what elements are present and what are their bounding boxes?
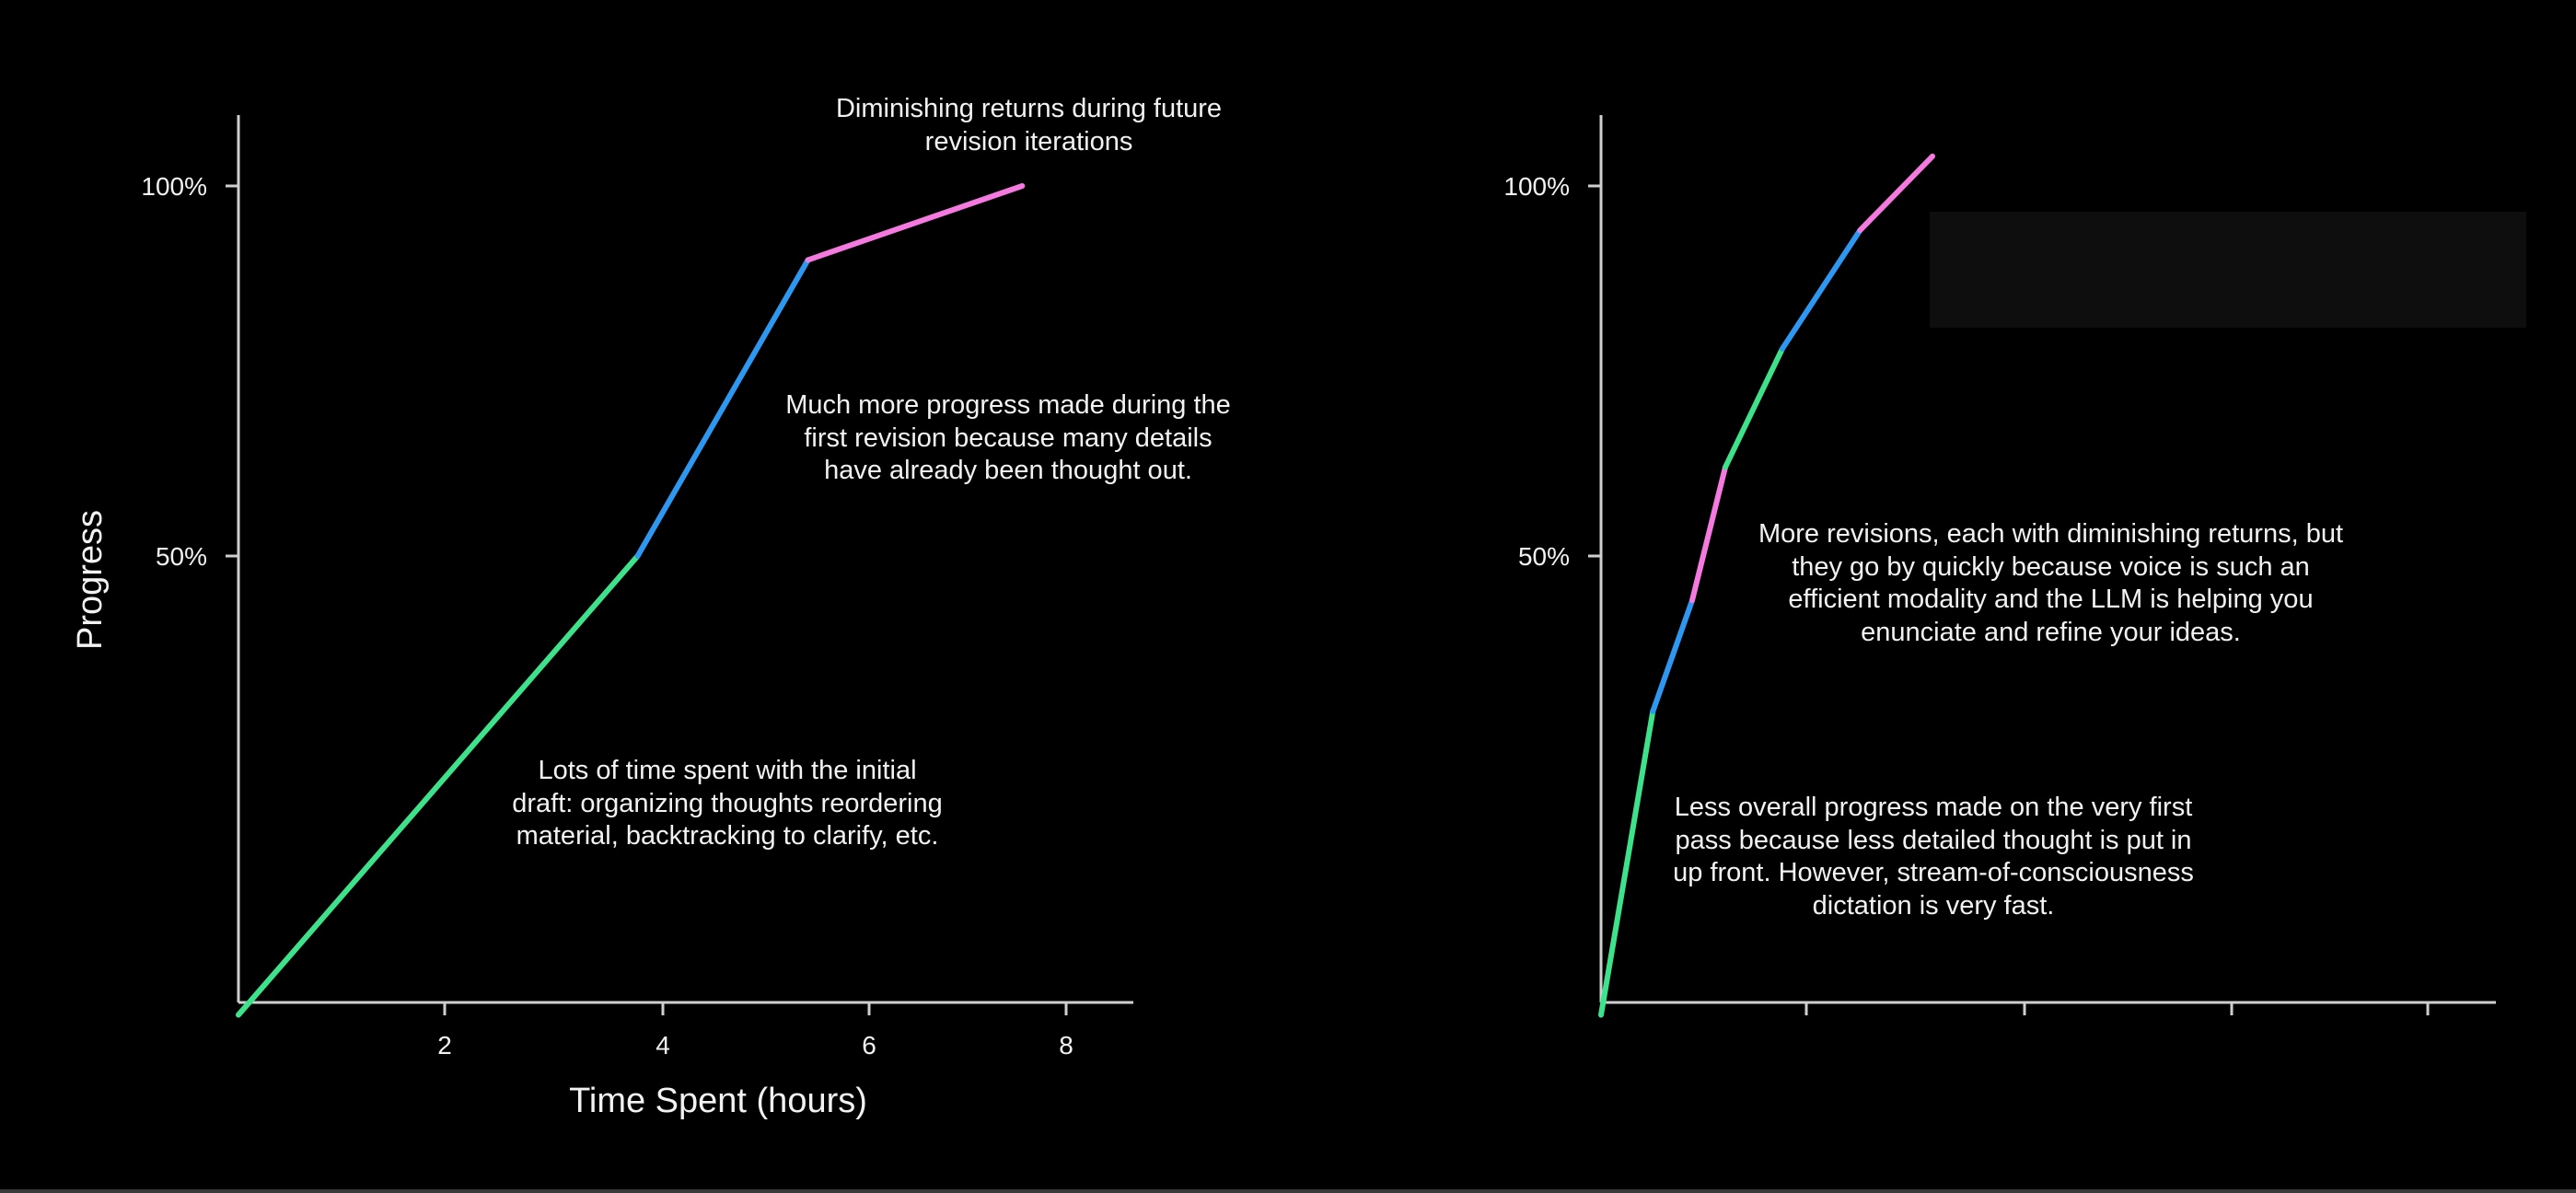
x-tick-label: 2 [437, 1031, 452, 1060]
x-axis-title: Time Spent (hours) [569, 1082, 867, 1120]
y-tick-label: 50% [1518, 542, 1570, 571]
x-tick-label: 4 [656, 1031, 670, 1060]
y-tick-label: 100% [141, 172, 207, 201]
x-tick-label: 6 [862, 1031, 876, 1060]
series-line-4 [1723, 345, 1785, 470]
series-line-3 [1689, 464, 1728, 604]
y-tick-label: 100% [1503, 172, 1570, 201]
series-line-5 [1779, 227, 1863, 352]
annotation-diminishing-returns: Diminishing returns during future revisi… [835, 94, 1223, 156]
annotation-initial-draft: Lots of time spent with the initial draf… [512, 756, 943, 851]
x-tick-label: 8 [1059, 1031, 1073, 1060]
y-tick-label: 50% [156, 542, 207, 571]
series-line-2 [634, 257, 811, 559]
shaded-region [1930, 212, 2526, 328]
series-line-1 [1598, 708, 1656, 1018]
bottom-divider [0, 1189, 2576, 1193]
chart-2: 50% 100% [1503, 115, 2496, 1018]
series-line-1 [236, 553, 641, 1018]
annotation-more-revisions: More revisions, each with diminishing re… [1758, 519, 2344, 647]
y-axis-title: Progress [71, 510, 110, 650]
series-line-6 [1857, 153, 1935, 234]
series-line-2 [1650, 597, 1695, 714]
chart-1: 50% 100% 2 4 6 8 Time Spent (hours) Progress [71, 115, 1133, 1120]
series-line-3 [805, 183, 1026, 263]
annotation-first-pass: Less overall progress made on the very f… [1673, 793, 2194, 921]
annotation-first-revision: Much more progress made during the first… [785, 390, 1231, 485]
